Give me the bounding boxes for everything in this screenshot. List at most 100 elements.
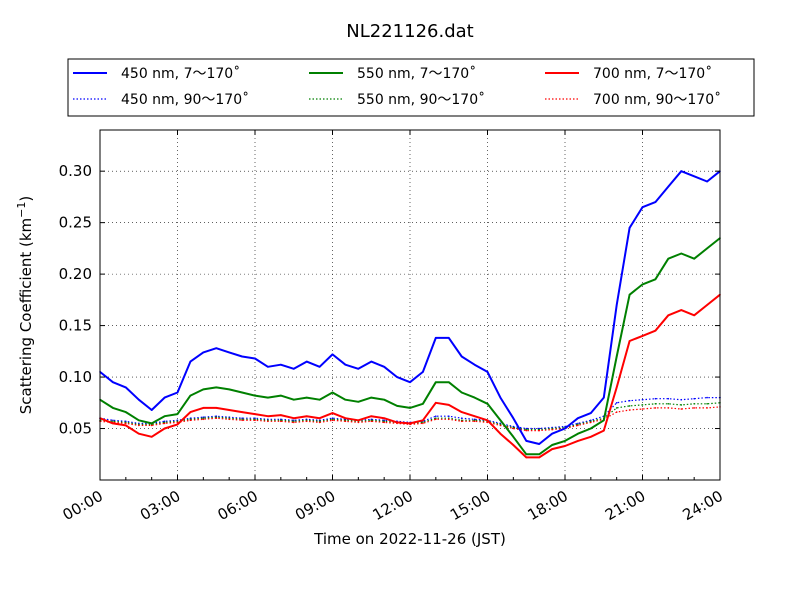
data-point — [112, 381, 114, 384]
data-point — [525, 456, 528, 459]
data-point — [577, 417, 579, 420]
data-point — [331, 391, 334, 394]
data-point — [318, 417, 321, 420]
x-axis-label: Time on 2022-11-26 (JST) — [313, 530, 506, 548]
data-point — [512, 417, 515, 420]
data-point — [667, 397, 670, 400]
y-tick-label: 0.30 — [59, 162, 92, 180]
data-point — [228, 417, 230, 420]
data-point — [409, 407, 411, 409]
data-point — [228, 388, 230, 391]
data-point — [254, 357, 256, 360]
data-point — [254, 394, 256, 397]
data-point — [125, 422, 127, 425]
data-point — [486, 371, 489, 373]
data-point — [435, 337, 437, 339]
data-point — [448, 404, 450, 406]
data-point — [280, 414, 282, 416]
data-point — [706, 247, 708, 250]
data-point — [202, 407, 205, 409]
data-point — [706, 407, 708, 409]
data-point — [512, 444, 515, 446]
y-axis-label: Scattering Coefficient (km−1) — [15, 196, 35, 415]
data-point — [293, 398, 295, 401]
data-point — [654, 201, 657, 203]
data-point — [603, 429, 605, 432]
data-point — [215, 417, 218, 420]
data-point — [564, 445, 566, 447]
data-point — [551, 444, 553, 446]
data-point — [112, 407, 114, 409]
legend-label: 450 nm, 90～170˚ — [121, 91, 249, 108]
data-point — [512, 436, 515, 438]
data-point — [202, 417, 205, 420]
data-point — [538, 427, 540, 430]
data-point — [551, 428, 553, 431]
data-point — [693, 407, 695, 409]
data-point — [448, 381, 450, 384]
data-point — [370, 360, 373, 363]
data-point — [344, 363, 347, 366]
data-point — [641, 206, 644, 208]
data-point — [499, 424, 502, 427]
data-point — [163, 420, 166, 423]
data-point — [254, 413, 256, 415]
data-point — [280, 420, 282, 423]
plot-area — [99, 129, 721, 481]
legend-box — [67, 58, 755, 117]
data-point — [525, 427, 528, 430]
legend-label: 550 nm, 90～170˚ — [357, 91, 485, 108]
legend-label: 450 nm, 7～170˚ — [121, 65, 240, 82]
data-point — [318, 366, 321, 368]
data-point — [615, 402, 618, 404]
axis-ticks: 00:00 03:00 06:00 09:00 12:00 15:00 18:00 21:00… — [59, 130, 726, 524]
data-point — [590, 427, 592, 430]
data-point — [706, 403, 708, 405]
data-point — [667, 314, 670, 317]
data-point — [706, 396, 708, 399]
legend-label: 700 nm, 7～170˚ — [593, 65, 712, 82]
data-point — [486, 403, 489, 405]
data-point — [383, 398, 386, 401]
data-point — [641, 408, 644, 410]
data-point — [706, 304, 708, 306]
data-point — [615, 386, 618, 389]
data-point — [163, 415, 166, 418]
data-point — [538, 443, 540, 445]
data-point — [590, 412, 592, 414]
data-point — [680, 309, 683, 311]
data-point — [654, 403, 657, 405]
data-point — [590, 436, 592, 438]
data-point — [331, 419, 334, 422]
data-point — [680, 404, 683, 406]
legend: 450 nm, 7～170˚ 450 nm, 90～170˚ 550 nm, 7～1… — [67, 58, 755, 117]
data-point — [551, 448, 553, 450]
data-point — [564, 440, 566, 442]
data-point — [305, 396, 308, 399]
data-point — [189, 417, 192, 420]
data-point — [448, 415, 450, 418]
data-point — [241, 417, 243, 420]
x-tick-label: 03:00 — [137, 487, 183, 524]
data-point — [422, 422, 424, 425]
data-point — [460, 411, 463, 413]
data-point — [499, 432, 502, 435]
data-point — [293, 421, 295, 424]
chart-title: NL221126.dat — [346, 21, 473, 42]
data-point — [603, 396, 605, 399]
data-point — [538, 453, 540, 456]
data-point — [202, 388, 205, 391]
data-point — [460, 355, 463, 358]
data-point — [641, 404, 644, 406]
data-point — [138, 424, 140, 427]
data-point — [293, 420, 295, 423]
data-point — [280, 363, 282, 366]
data-point — [112, 420, 114, 423]
data-point — [641, 283, 644, 286]
data-point — [254, 417, 256, 420]
data-point — [409, 422, 411, 425]
data-point — [499, 419, 502, 422]
data-point — [615, 304, 618, 306]
y-axis-label-superscript: −1 — [15, 202, 28, 218]
